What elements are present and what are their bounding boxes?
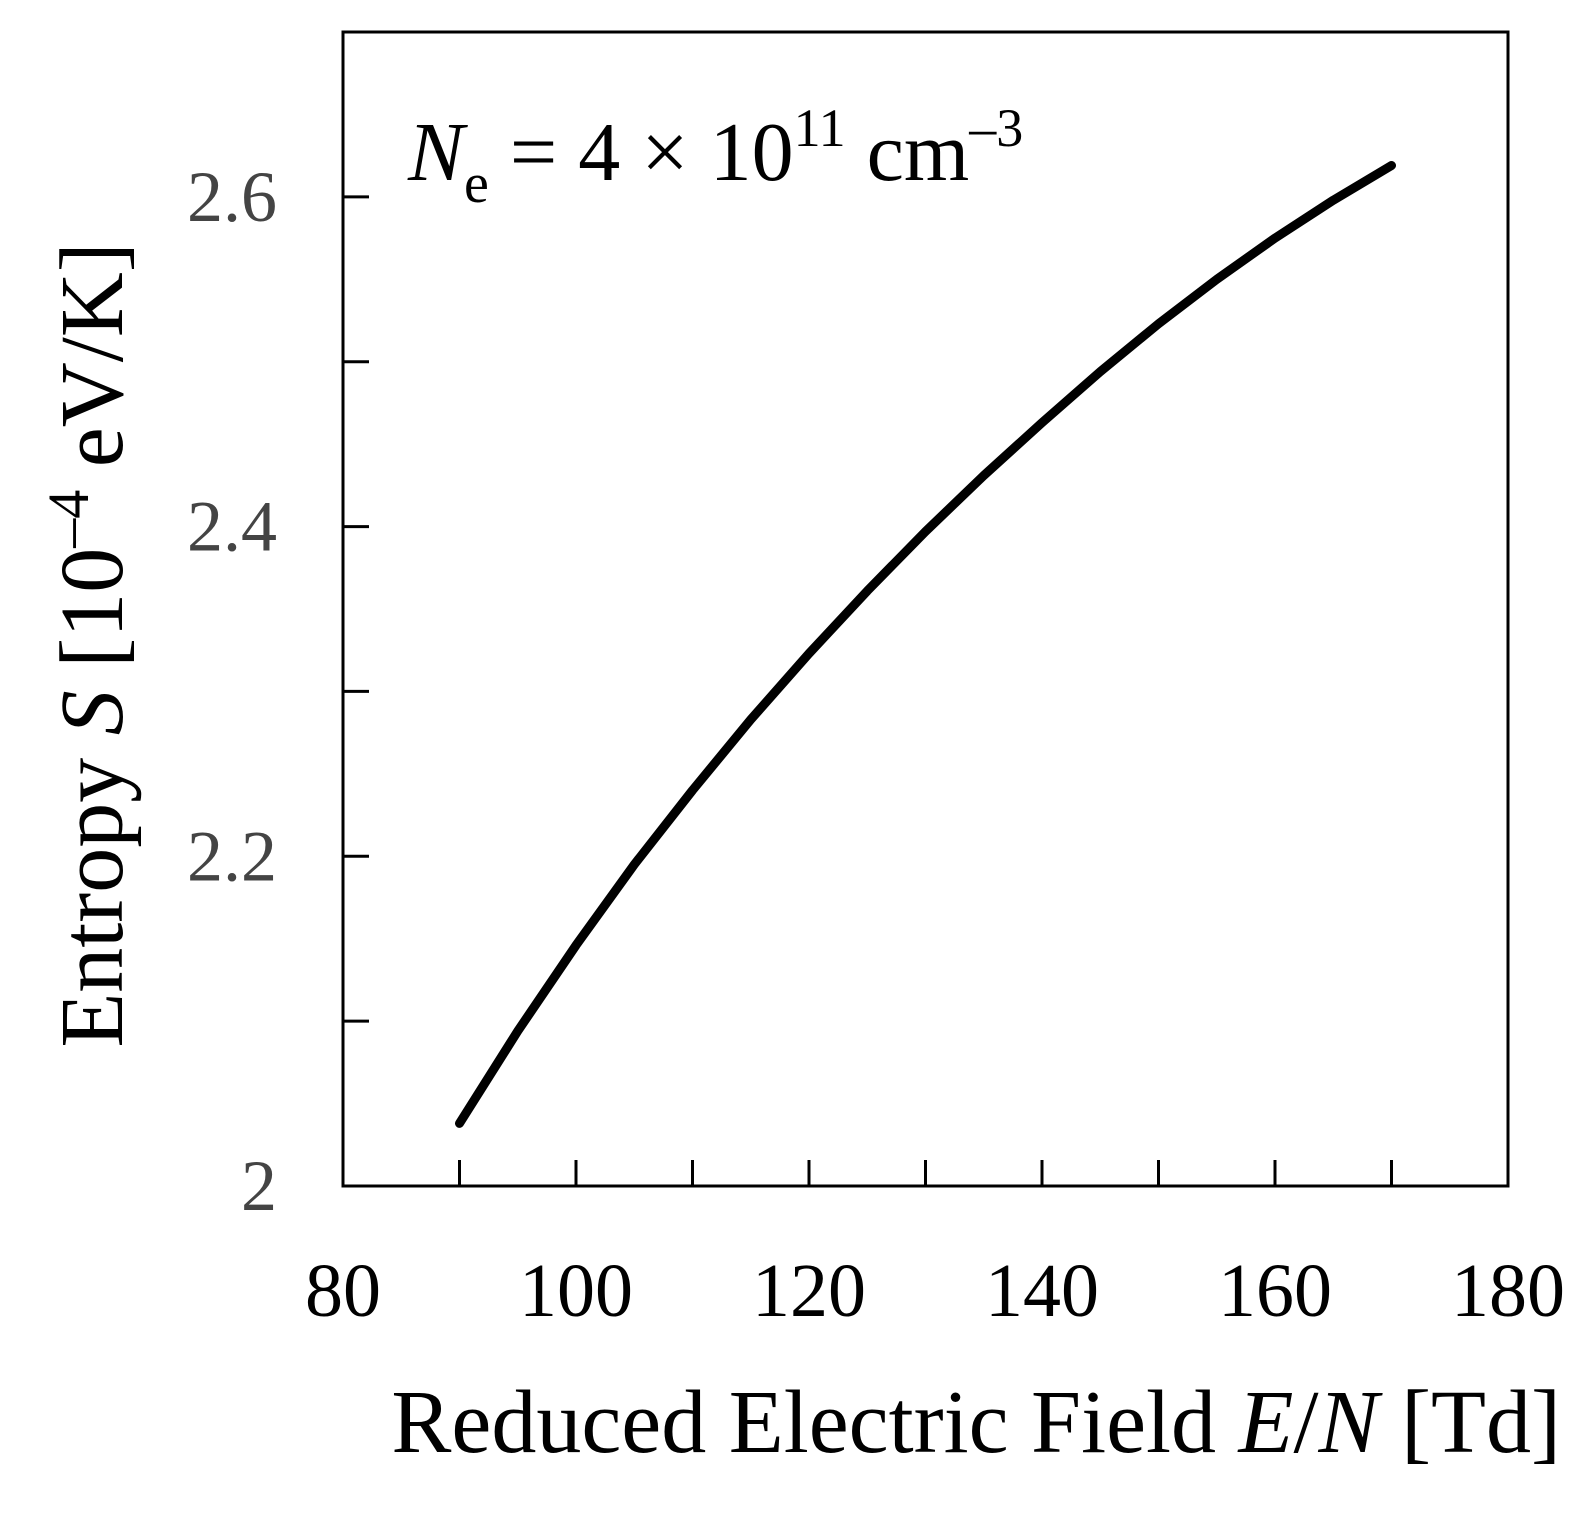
annotation-unit-exp: –3: [968, 98, 1023, 158]
series-line: [455, 161, 1396, 1128]
annotation-unit: cm: [846, 106, 970, 199]
x-tick-label: 120: [752, 1249, 866, 1333]
x-axis-label: Reduced Electric Field E/N [Td]: [391, 1373, 1561, 1472]
axis-ticks: [343, 195, 1393, 1186]
y-axis-label: Entropy S [10–4 eV/K]: [36, 242, 142, 1047]
annotation-exp: 11: [794, 98, 846, 158]
y-tick-label: 2: [241, 1146, 277, 1226]
tick-labels: 80 100 120 140 160 180 2 2.2 2.4 2.6: [187, 157, 1565, 1333]
y-tick-label: 2.6: [187, 157, 277, 237]
x-tick-label: 100: [519, 1249, 633, 1333]
x-tick-label: 140: [985, 1249, 1099, 1333]
x-tick-label: 160: [1218, 1249, 1332, 1333]
annotation-subscript: e: [464, 153, 489, 215]
y-tick-label: 2.4: [187, 487, 277, 567]
annotation-symbol: N: [407, 106, 468, 199]
annotation-eq: = 4 × 10: [489, 106, 794, 199]
y-tick-label: 2.2: [187, 816, 277, 896]
x-tick-label: 80: [305, 1249, 381, 1333]
x-tick-label: 180: [1451, 1249, 1565, 1333]
annotation-density: Ne = 4 × 1011 cm–3: [407, 98, 1023, 215]
